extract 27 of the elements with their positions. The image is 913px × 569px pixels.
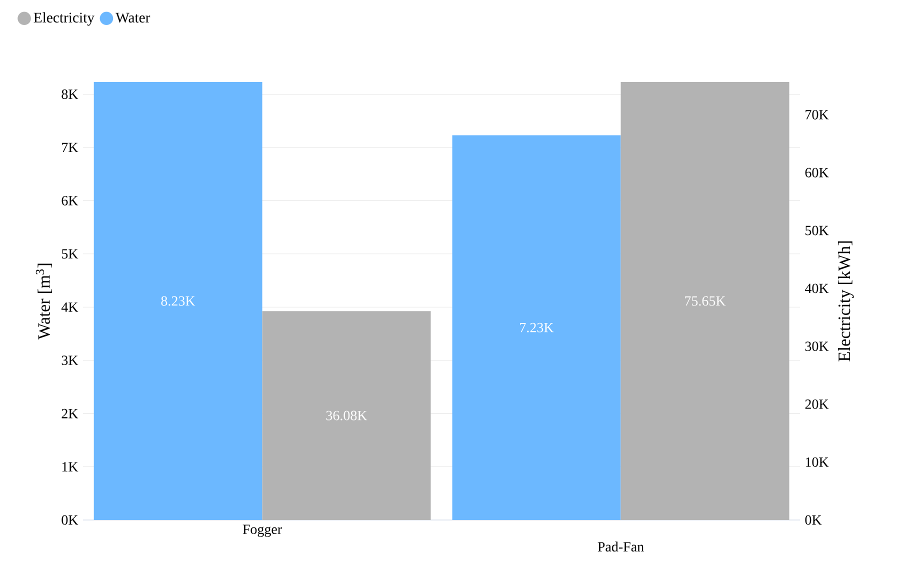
y2-tick-label: 60K xyxy=(805,168,829,178)
y2-tick-label: 50K xyxy=(806,226,829,236)
y-tick-label: 3K xyxy=(62,356,78,366)
y-tick-label: 7K xyxy=(62,142,78,152)
legend-label: Electricity xyxy=(34,12,94,26)
y2-tick-label: 0K xyxy=(805,515,822,525)
x-tick-label: Pad-Fan xyxy=(598,542,644,552)
y-tick-label: 2K xyxy=(62,408,78,418)
y2-tick-label: 30K xyxy=(805,342,829,352)
data-label: 7.23K xyxy=(520,322,554,332)
y-tick-label: 1K xyxy=(62,462,78,472)
y2-tick-label: 10K xyxy=(806,457,829,467)
legend-label: Water xyxy=(116,12,150,23)
y-axis-title: Water [m$^{3}$] xyxy=(36,264,52,340)
y-tick-label: 4K xyxy=(61,302,78,312)
y-tick-label: 0K xyxy=(62,515,78,525)
y-tick-label: 5K xyxy=(62,249,78,259)
y2-axis-title: Electricity [kWh] xyxy=(838,241,854,362)
y2-tick-label: 40K xyxy=(804,284,829,294)
y-tick-label: 6K xyxy=(62,196,78,206)
y2-tick-label: 70K xyxy=(806,110,829,120)
data-label: 36.08K xyxy=(326,410,368,420)
x-tick-label: Fogger xyxy=(242,524,282,537)
data-label: 75.65K xyxy=(685,296,726,306)
data-label: 8.23K xyxy=(161,296,196,306)
y2-tick-label: 20K xyxy=(805,399,829,409)
y-tick-label: 8K xyxy=(62,90,78,99)
